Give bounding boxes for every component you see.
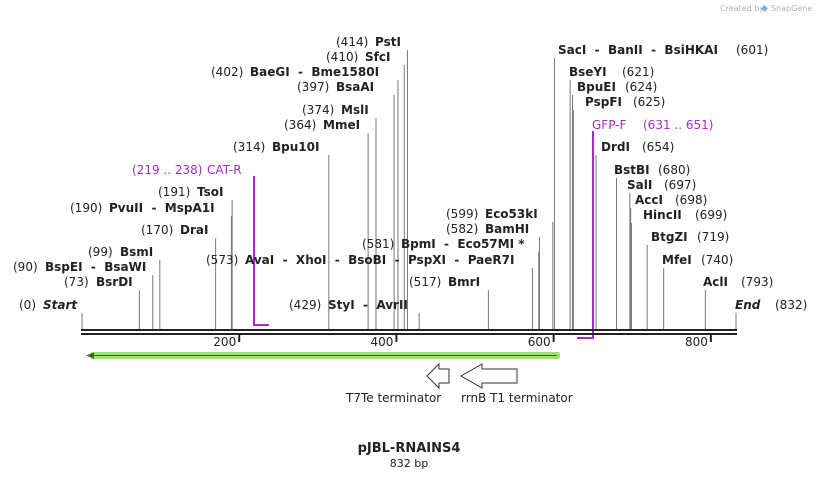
map-length: 832 bp <box>390 457 428 470</box>
site-bamhi-pos: (582) <box>446 222 478 236</box>
site-drai-pos: (170) <box>141 223 173 237</box>
site-acci-pos: (698) <box>675 193 707 207</box>
rrnb-arrow-icon <box>459 363 518 389</box>
site-pvuii-pos: (190) <box>70 201 102 215</box>
green-feature-arrowhead-icon <box>86 352 94 359</box>
primer-gfp-f-range: (631 .. 651) <box>643 118 713 132</box>
site-msli-name: MslI <box>341 103 369 117</box>
site-baegi-pos: (402) <box>211 65 243 79</box>
site-mfei-pos: (740) <box>701 253 733 267</box>
site-leader-lines <box>81 50 737 329</box>
snapgene-credit: Created by ⬥ SnapGene <box>720 3 812 14</box>
site-eco53ki-name: Eco53kI <box>485 207 538 221</box>
site-bpmi-pos: (581) <box>362 237 394 251</box>
feature-rrnb-terminator: rrnB T1 terminator <box>459 363 573 405</box>
site-acli-name: AclI <box>703 275 728 289</box>
sequence-backbone: 200 400 600 800 <box>81 329 737 349</box>
map-title: pJBL-RNAINS4 <box>358 441 461 456</box>
site-psti-pos: (414) <box>336 35 368 49</box>
site-bmri-name: BmrI <box>448 275 480 289</box>
t7te-label: T7Te terminator <box>345 391 441 405</box>
site-start-pos: (0) <box>19 298 36 312</box>
backbone-bottom-strand <box>81 333 737 335</box>
site-tsoi-pos: (191) <box>158 185 190 199</box>
ruler-tick-label-200: 200 <box>213 335 236 349</box>
site-drai-name: DraI <box>180 223 208 237</box>
site-sali-pos: (697) <box>664 178 696 192</box>
site-bmri-pos: (517) <box>409 275 441 289</box>
site-saci-name: SacI - BanII - BsiHKAI <box>558 43 718 57</box>
site-bstbi-pos: (680) <box>658 163 690 177</box>
site-bsrdi-pos: (73) <box>64 275 89 289</box>
site-eco53ki-pos: (599) <box>446 207 478 221</box>
site-bpuei-pos: (624) <box>625 80 657 94</box>
primer-cat-r-arrow <box>253 176 269 326</box>
primer-gfp-f-label: GFP-F <box>592 118 627 132</box>
ruler-tick-label-800: 800 <box>685 335 708 349</box>
rrnb-label: rrnB T1 terminator <box>461 391 573 405</box>
site-start-name: Start <box>43 298 78 312</box>
site-btgzi-name: BtgZI <box>651 230 688 244</box>
t7te-arrow-icon <box>426 362 450 390</box>
site-acli-pos: (793) <box>741 275 773 289</box>
site-acci-name: AccI <box>635 193 663 207</box>
site-pvuii-name: PvuII - MspA1I <box>109 201 215 215</box>
site-avai-pos: (573) <box>206 253 238 267</box>
site-mmei-pos: (364) <box>284 118 316 132</box>
created-by-text: Created by <box>720 4 764 13</box>
site-bpu10i-name: Bpu10I <box>272 140 319 154</box>
site-sali-name: SalI <box>627 178 652 192</box>
site-labels: (0) Start (73) BsrDI (90) BspEI - BsaWI … <box>13 35 807 312</box>
site-bsaai-pos: (397) <box>297 80 329 94</box>
site-bseyi-pos: (621) <box>622 65 654 79</box>
site-drdi-pos: (654) <box>642 140 674 154</box>
site-sfci-name: SfcI <box>365 50 390 64</box>
site-baegi-name: BaeGI - Bme1580I <box>250 65 379 79</box>
site-bsmi-pos: (99) <box>88 245 113 259</box>
site-bsrdi-name: BsrDI <box>96 275 133 289</box>
site-pspfi-name: PspFI <box>585 95 622 109</box>
backbone-top-strand <box>81 329 737 331</box>
site-bsmi-name: BsmI <box>120 245 153 259</box>
site-bpuei-name: BpuEI <box>577 80 616 94</box>
site-psti-name: PstI <box>375 35 401 49</box>
site-saci-pos: (601) <box>736 43 768 57</box>
snapgene-logo-icon: ⬥ <box>761 3 768 14</box>
site-bstbi-name: BstBI <box>614 163 650 177</box>
site-pspfi-pos: (625) <box>633 95 665 109</box>
site-avai-name: AvaI - XhoI - BsoBI - PspXI - PaeR7I <box>245 253 514 267</box>
feature-t7te-terminator: T7Te terminator <box>345 362 450 405</box>
primer-cat-r-label: CAT-R <box>207 163 242 177</box>
site-end-pos: (832) <box>775 298 807 312</box>
site-hincii-pos: (699) <box>695 208 727 222</box>
site-tsoi-name: TsoI <box>197 185 223 199</box>
site-hincii-name: HincII <box>643 208 682 222</box>
site-styi-name: StyI - AvrII <box>328 298 408 312</box>
site-sfci-pos: (410) <box>326 50 358 64</box>
site-bspei-pos: (90) <box>13 260 38 274</box>
site-bamhi-name: BamHI <box>485 222 529 236</box>
primer-gfp-f-arrow <box>577 131 594 339</box>
ruler-ticks: 200 400 600 800 <box>213 335 712 349</box>
site-bspei-name: BspEI - BsaWI <box>45 260 146 274</box>
ruler-tick-label-600: 600 <box>528 335 551 349</box>
site-bsaai-name: BsaAI <box>336 80 374 94</box>
snapgene-brand: SnapGene <box>771 4 812 13</box>
site-mmei-name: MmeI <box>323 118 360 132</box>
site-end-name: End <box>735 298 761 312</box>
primer-cat-r: (219 .. 238) CAT-R <box>132 163 269 326</box>
site-bpmi-name: BpmI - Eco57MI * <box>401 237 525 251</box>
primer-gfp-f: GFP-F (631 .. 651) <box>577 118 713 339</box>
primer-cat-r-range: (219 .. 238) <box>132 163 202 177</box>
feature-green-arrow <box>86 352 560 359</box>
site-btgzi-pos: (719) <box>697 230 729 244</box>
site-bpu10i-pos: (314) <box>233 140 265 154</box>
site-bseyi-name: BseYI <box>569 65 607 79</box>
site-mfei-name: MfeI <box>662 253 692 267</box>
site-styi-pos: (429) <box>289 298 321 312</box>
ruler-tick-label-400: 400 <box>371 335 394 349</box>
site-drdi-name: DrdI <box>601 140 630 154</box>
site-msli-pos: (374) <box>302 103 334 117</box>
